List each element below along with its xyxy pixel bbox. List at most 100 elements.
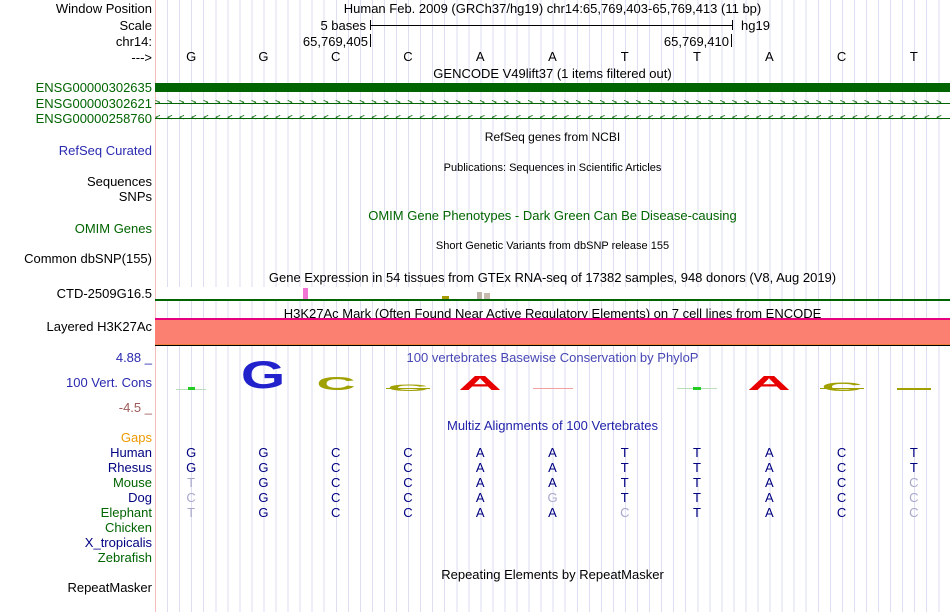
alignment-base: A	[764, 505, 774, 520]
assembly-tag: hg19	[741, 18, 770, 33]
repeatmasker-track-title: Repeating Elements by RepeatMasker	[441, 567, 664, 582]
conservation-letter: C	[820, 380, 863, 394]
alignment-base: C	[836, 460, 847, 475]
sequences-label[interactable]: Sequences	[86, 174, 152, 189]
alignment-base: C	[909, 475, 919, 490]
layered-h3k27ac-label[interactable]: Layered H3K27Ac	[46, 319, 152, 334]
alignment-base: A	[548, 505, 557, 520]
alignment-base: A	[764, 460, 774, 475]
base-letter: C	[836, 49, 847, 64]
conservation-letter: C	[316, 374, 356, 395]
alignment-base: A	[475, 490, 485, 505]
scale-value: 5 bases	[320, 18, 366, 33]
alignment-base: C	[186, 490, 196, 505]
conservation-mark	[385, 388, 430, 389]
alignment-base: C	[403, 505, 413, 520]
base-letter: G	[258, 49, 269, 64]
chromosome-label[interactable]: chr14:	[115, 34, 152, 49]
alignment-base: A	[764, 475, 774, 490]
h3k27ac-signal-baseline	[155, 344, 950, 345]
gtex-gene-label[interactable]: CTD-2509G16.5	[56, 286, 152, 301]
alignment-base: T	[620, 490, 629, 505]
base-letter: A	[475, 49, 485, 64]
alignment-base: C	[330, 475, 341, 490]
conservation-mark	[532, 388, 573, 389]
alignment-base: G	[547, 490, 558, 505]
alignment-base: C	[403, 490, 413, 505]
alignment-base: C	[403, 460, 413, 475]
species-label-elephant[interactable]: Elephant	[100, 505, 152, 520]
alignment-base: A	[764, 490, 774, 505]
base-letter: C	[403, 49, 413, 64]
species-label-human[interactable]: Human	[110, 445, 152, 460]
scale-label[interactable]: Scale	[119, 18, 152, 33]
refseq-track-title: RefSeq genes from NCBI	[484, 130, 621, 144]
alignment-base: G	[258, 475, 269, 490]
gene-label-ensg00000302621[interactable]: ENSG00000302621	[35, 96, 152, 111]
alignment-base: G	[186, 445, 197, 460]
window-position-label: Window Position	[55, 1, 152, 16]
gtex-gene-model-line[interactable]	[155, 299, 950, 301]
gene-exon-bar[interactable]	[155, 83, 950, 92]
conservation-min-value: -4.5 _	[118, 400, 152, 415]
alignment-base: T	[187, 475, 196, 490]
h3k27ac-track-title: H3K27Ac Mark (Often Found Near Active Re…	[283, 306, 822, 321]
h3k27ac-signal-peak[interactable]	[155, 318, 950, 320]
gtex-expression-box[interactable]	[157, 287, 747, 299]
gene-label-ensg00000258760[interactable]: ENSG00000258760	[35, 111, 152, 126]
species-label-dog[interactable]: Dog	[128, 490, 152, 505]
base-letter: A	[764, 49, 774, 64]
alignment-base: A	[764, 445, 774, 460]
gencode-track-title: GENCODE V49lift37 (1 items filtered out)	[433, 66, 672, 81]
strand-direction-label[interactable]: --->	[131, 50, 152, 65]
alignment-base: C	[330, 490, 341, 505]
conservation-letter: A	[458, 372, 502, 395]
gtex-track-title: Gene Expression in 54 tissues from GTEx …	[268, 270, 837, 285]
h3k27ac-track-bottom-line	[155, 345, 950, 346]
alignment-base: A	[475, 505, 485, 520]
alignment-base: T	[693, 490, 701, 505]
alignment-base: C	[330, 505, 341, 520]
gene-strand-arrows-right[interactable]: >>>>>>>>>>>>>>>>>>>>>>>>>>>>>>>>>>>>>>>>…	[155, 99, 950, 108]
alignment-base: C	[403, 445, 413, 460]
coordinate-left: 65,769,405	[302, 34, 368, 49]
gene-label-ensg00000302635[interactable]: ENSG00000302635	[35, 80, 152, 95]
refseq-curated-label[interactable]: RefSeq Curated	[58, 143, 152, 158]
species-label-chicken[interactable]: Chicken	[105, 520, 152, 535]
species-label-mouse[interactable]: Mouse	[112, 475, 152, 490]
snps-label[interactable]: SNPs	[118, 189, 152, 204]
gaps-label[interactable]: Gaps	[120, 430, 152, 445]
conservation-mark	[896, 388, 931, 390]
gtex-expression-bar	[442, 296, 449, 299]
alignment-base: A	[548, 460, 557, 475]
alignment-base: C	[620, 505, 630, 520]
species-label-x_tropicalis[interactable]: X_tropicalis	[84, 535, 152, 550]
base-letter: T	[620, 49, 629, 64]
alignment-base: A	[548, 475, 557, 490]
species-label-rhesus[interactable]: Rhesus	[107, 460, 152, 475]
gene-strand-arrows-left[interactable]: <<<<<<<<<<<<<<<<<<<<<<<<<<<<<<<<<<<<<<<<…	[155, 114, 950, 123]
common-dbsnp-label[interactable]: Common dbSNP(155)	[24, 251, 152, 266]
repeatmasker-label[interactable]: RepeatMasker	[67, 580, 152, 595]
alignment-base: C	[836, 490, 847, 505]
gtex-expression-bar	[303, 288, 308, 299]
conservation-letter: C	[387, 383, 429, 394]
alignment-base: T	[620, 475, 629, 490]
conservation-mark	[819, 388, 864, 389]
h3k27ac-signal-block[interactable]	[155, 320, 950, 344]
coordinate-right: 65,769,410	[663, 34, 729, 49]
alignment-base: T	[693, 505, 701, 520]
alignment-base: G	[258, 445, 269, 460]
conservation-mark	[693, 387, 702, 390]
conservation-track-label[interactable]: 100 Vert. Cons	[66, 375, 152, 390]
species-label-zebrafish[interactable]: Zebrafish	[97, 550, 152, 565]
alignment-base: C	[330, 445, 341, 460]
alignment-base: C	[836, 475, 847, 490]
coordinate-tick	[370, 34, 371, 47]
alignment-base: G	[258, 460, 269, 475]
alignment-base: T	[693, 460, 701, 475]
alignment-base: C	[909, 505, 919, 520]
conservation-letter: G	[241, 354, 286, 398]
omim-genes-label[interactable]: OMIM Genes	[74, 221, 152, 236]
coordinate-tick	[731, 34, 732, 47]
